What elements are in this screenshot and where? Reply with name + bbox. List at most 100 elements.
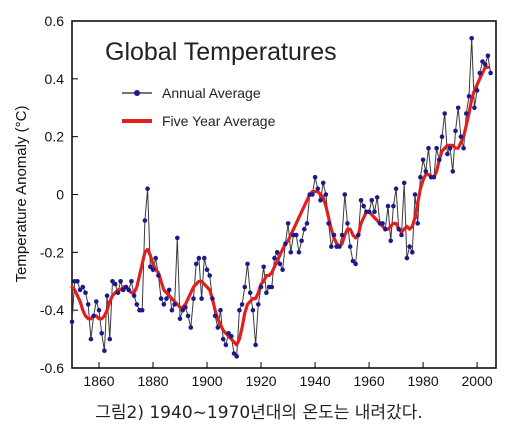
annual-point: [431, 174, 437, 180]
annual-point: [229, 333, 234, 339]
annual-point: [199, 296, 204, 301]
annual-point: [442, 111, 448, 116]
annual-point: [477, 70, 483, 76]
annual-point: [220, 336, 226, 342]
annual-point: [461, 145, 466, 151]
annual-point: [218, 307, 223, 313]
annual-point: [326, 221, 331, 226]
annual-point: [212, 313, 218, 319]
x-tick-label: 1920: [245, 373, 276, 389]
annual-point: [148, 264, 153, 270]
annual-point: [175, 235, 180, 241]
annual-point: [285, 221, 291, 226]
annual-point: [412, 192, 418, 197]
annual-point: [437, 157, 442, 163]
annual-points: [69, 36, 493, 359]
chart-title: Global Temperatures: [105, 38, 337, 66]
annual-point: [104, 293, 110, 299]
annual-point: [404, 255, 410, 261]
annual-point: [396, 226, 402, 232]
x-tick-label: 1860: [83, 373, 114, 389]
annual-point: [118, 279, 123, 284]
annual-point: [166, 287, 172, 293]
legend-label-five-year: Five Year Average: [162, 113, 276, 129]
annual-point: [302, 226, 307, 232]
annual-point: [115, 290, 121, 296]
annual-point: [207, 273, 212, 278]
annual-point: [342, 192, 348, 197]
annual-point: [329, 244, 334, 249]
annual-point: [123, 284, 129, 290]
annual-point: [447, 145, 453, 151]
annual-point: [91, 313, 96, 319]
annual-point: [485, 53, 491, 58]
annual-point: [296, 250, 302, 255]
annual-point: [288, 250, 294, 255]
annual-point: [223, 342, 229, 348]
annual-point: [372, 209, 377, 215]
legend-label-annual: Annual Average: [162, 85, 261, 101]
annual-point: [269, 284, 275, 290]
annual-point: [304, 221, 310, 226]
x-tick-label: 1980: [408, 373, 439, 389]
x-tick-label: 1940: [299, 373, 330, 389]
legend-marker-annual: [134, 90, 140, 96]
x-tick-label: 1960: [353, 373, 384, 389]
annual-point: [277, 261, 283, 267]
annual-point: [169, 307, 175, 313]
annual-point: [193, 261, 199, 267]
annual-point: [85, 302, 91, 307]
annual-point: [310, 192, 315, 197]
annual-point: [258, 284, 264, 290]
annual-point: [350, 258, 356, 264]
annual-point: [488, 70, 493, 76]
annual-point: [183, 305, 188, 310]
y-tick-label: -0.4: [40, 302, 64, 318]
annual-point: [388, 238, 394, 244]
annual-point: [204, 267, 210, 273]
annual-point: [366, 209, 372, 215]
annual-point: [245, 261, 250, 267]
annual-point: [210, 296, 215, 301]
annual-point: [383, 226, 388, 232]
annual-point: [374, 195, 380, 200]
annual-point: [420, 157, 426, 163]
series-five-year-average: [70, 65, 490, 347]
y-tick-label: 0.4: [45, 71, 65, 87]
annual-point: [445, 151, 450, 157]
y-tick-label: 0.2: [45, 129, 65, 145]
annual-point: [215, 325, 221, 330]
plot-area: [71, 20, 497, 369]
annual-point: [312, 174, 318, 180]
annual-point: [280, 267, 285, 273]
annual-point: [356, 232, 361, 238]
annual-point: [156, 273, 161, 278]
annual-point: [164, 296, 169, 301]
annual-point: [247, 290, 253, 296]
annual-point: [112, 281, 118, 287]
annual-point: [77, 287, 83, 293]
x-tick-label: 2000: [462, 373, 493, 389]
annual-point: [261, 264, 267, 270]
annual-point: [407, 244, 412, 249]
annual-point: [426, 145, 431, 151]
y-tick-label: 0.6: [45, 13, 65, 29]
annual-point: [196, 255, 202, 261]
annual-point: [337, 244, 342, 249]
annual-point: [450, 169, 456, 174]
annual-point: [131, 293, 137, 299]
annual-point: [464, 111, 469, 116]
annual-point: [250, 307, 256, 313]
annual-point: [410, 250, 415, 255]
y-tick-label: -0.6: [40, 360, 64, 376]
annual-point: [423, 169, 429, 174]
annual-point: [83, 290, 88, 296]
y-axis: 0.6 0.4 0.2 0 -0.2 -0.4 -0.6: [40, 13, 78, 376]
annual-point: [153, 255, 158, 261]
annual-point: [331, 232, 337, 238]
y-axis-label: Temperature Anomaly (°C): [13, 106, 30, 283]
annual-point: [434, 145, 439, 151]
annual-point: [102, 348, 107, 354]
annual-point: [226, 331, 231, 336]
annual-point: [234, 354, 239, 359]
